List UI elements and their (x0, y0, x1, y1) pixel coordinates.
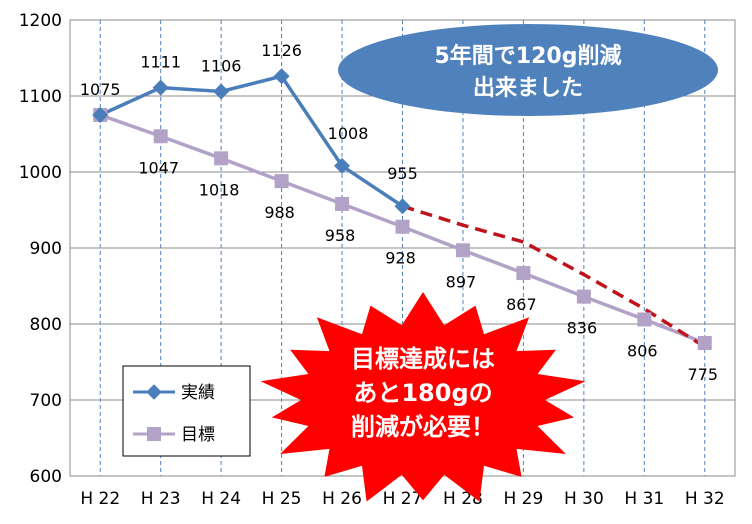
target-data-label: 836 (567, 319, 598, 338)
x-tick-label: H 30 (564, 489, 604, 509)
legend: 実績 目標 (122, 365, 251, 457)
warning-callout: 目標達成には あと180gの 削減が必要！ (260, 292, 586, 502)
target-data-label: 897 (446, 272, 477, 291)
legend-diamond-marker (146, 384, 162, 400)
actual-data-label: 1075 (80, 80, 121, 99)
target-data-label: 958 (325, 226, 356, 245)
target-point (335, 196, 350, 211)
warning-callout-line2: あと180gの (353, 379, 492, 407)
x-tick-label: H 26 (322, 489, 362, 509)
target-point (274, 174, 289, 189)
legend-label-actual: 実績 (181, 383, 215, 403)
actual-data-label: 1126 (261, 41, 302, 60)
y-tick-label: 700 (30, 391, 62, 411)
y-tick-label: 600 (30, 467, 62, 487)
series-line-2 (401, 204, 706, 349)
legend-item-actual: 実績 (133, 383, 215, 403)
target-data-label: 928 (385, 249, 416, 268)
y-tick-label: 900 (30, 239, 62, 259)
target-point (395, 219, 410, 234)
actual-data-label: 1008 (328, 124, 369, 143)
actual-point (213, 83, 230, 100)
warning-callout-line1: 目標達成には (351, 345, 495, 373)
actual-data-label: 955 (387, 164, 418, 183)
series-line-0 (99, 74, 404, 208)
actual-point (334, 157, 351, 174)
target-data-label: 806 (627, 341, 658, 360)
target-point (153, 129, 168, 144)
success-callout-line1: 5年間で120g削減 (435, 43, 622, 69)
x-tick-label: H 29 (503, 489, 543, 509)
target-data-label: 775 (687, 365, 718, 384)
target-data-label: 1047 (138, 158, 179, 177)
x-tick-label: H 27 (383, 489, 423, 509)
actual-point (394, 198, 411, 215)
target-data-label: 1018 (199, 180, 240, 199)
actual-point (92, 107, 109, 123)
actual-data-label: 1106 (201, 56, 242, 75)
data-labels: 1075 1111 1106 1126 1008 955 1047 1018 988 958 928… (80, 41, 718, 384)
target-point (214, 151, 229, 166)
x-tick-label: H 24 (201, 489, 241, 509)
plot-border (69, 19, 736, 477)
x-tick-label: H 22 (80, 489, 120, 509)
target-point (576, 289, 591, 304)
actual-point (152, 79, 169, 96)
legend-box (122, 365, 251, 457)
x-tick-label: H 25 (262, 489, 302, 509)
success-callout-ellipse (338, 24, 718, 116)
legend-square-marker (147, 427, 161, 441)
x-tick-label: H 31 (624, 489, 664, 509)
target-point (637, 312, 652, 327)
x-tick-label: H 32 (685, 489, 725, 509)
x-tick-label: H 23 (141, 489, 181, 509)
series (92, 68, 712, 350)
success-callout-line2: 出来ました (473, 76, 583, 101)
y-tick-label: 800 (30, 315, 62, 335)
axes: 600 700 800 900 1000 1100 1200 H 22 H 23 H 24 H 25… (19, 11, 736, 509)
target-data-label: 867 (506, 295, 537, 314)
warning-callout-burst (260, 292, 586, 502)
actual-point (273, 68, 290, 85)
warning-callout-line3: 削減が必要！ (351, 413, 495, 441)
target-point (455, 243, 470, 258)
y-tick-label: 1200 (19, 11, 62, 31)
legend-label-target: 目標 (181, 425, 215, 445)
legend-item-target: 目標 (133, 425, 215, 445)
target-point (697, 336, 712, 350)
target-data-label: 988 (264, 203, 295, 222)
y-tick-label: 1100 (19, 87, 62, 107)
y-tick-label: 1000 (19, 163, 62, 183)
success-callout: 5年間で120g削減 出来ました (338, 24, 718, 116)
actual-data-label: 1111 (140, 53, 181, 72)
target-point (516, 266, 531, 281)
